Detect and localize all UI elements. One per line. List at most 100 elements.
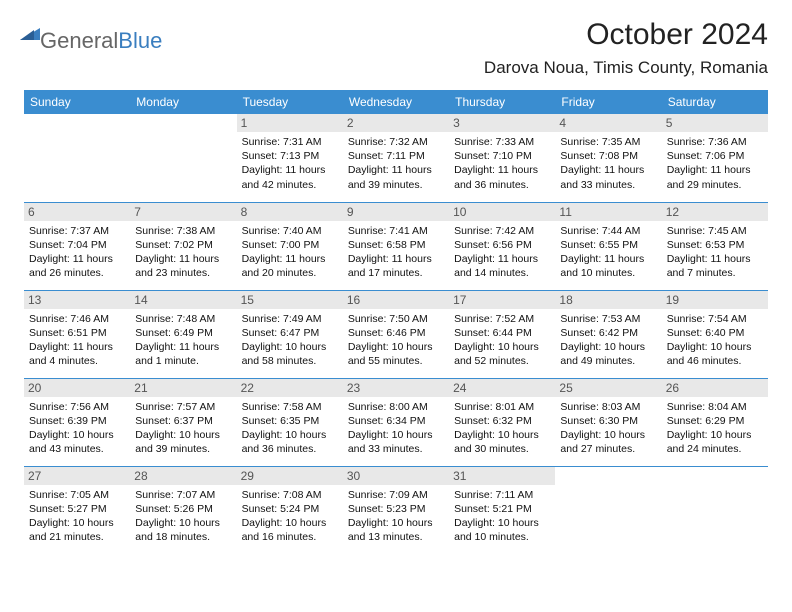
day-details: Sunrise: 7:07 AMSunset: 5:26 PMDaylight:… <box>135 488 231 545</box>
calendar-day: 17Sunrise: 7:52 AMSunset: 6:44 PMDayligh… <box>449 290 555 378</box>
calendar-day: 6 Sunrise: 7:37 AMSunset: 7:04 PMDaylight… <box>24 202 130 290</box>
calendar-day-empty <box>555 466 661 554</box>
calendar-day: 25Sunrise: 8:03 AMSunset: 6:30 PMDayligh… <box>555 378 661 466</box>
day-number: 1 <box>237 114 343 132</box>
calendar-week: 1 Sunrise: 7:31 AMSunset: 7:13 PMDaylight… <box>24 114 768 202</box>
day-number: 31 <box>449 467 555 485</box>
calendar-day: 20 Sunrise: 7:56 AMSunset: 6:39 PMDayligh… <box>24 378 130 466</box>
day-details: Sunrise: 7:45 AMSunset: 6:53 PMDaylight:… <box>667 224 763 281</box>
day-header: Friday <box>555 90 661 114</box>
day-number: 26 <box>662 379 768 397</box>
day-details: Sunrise: 8:03 AMSunset: 6:30 PMDaylight:… <box>560 400 656 457</box>
day-number: 28 <box>130 467 236 485</box>
day-details: Sunrise: 7:50 AMSunset: 6:46 PMDaylight:… <box>348 312 444 369</box>
day-number: 4 <box>555 114 661 132</box>
day-details: Sunrise: 7:54 AMSunset: 6:40 PMDaylight:… <box>667 312 763 369</box>
logo-text: GeneralBlue <box>40 28 162 54</box>
day-details: Sunrise: 7:36 AMSunset: 7:06 PMDaylight:… <box>667 135 763 192</box>
day-details: Sunrise: 7:31 AMSunset: 7:13 PMDaylight:… <box>242 135 338 192</box>
calendar-day: 19Sunrise: 7:54 AMSunset: 6:40 PMDayligh… <box>662 290 768 378</box>
calendar-day: 15 Sunrise: 7:49 AMSunset: 6:47 PMDayligh… <box>237 290 343 378</box>
calendar-day: 31 Sunrise: 7:11 AMSunset: 5:21 PMDayligh… <box>449 466 555 554</box>
calendar-day: 11 Sunrise: 7:44 AMSunset: 6:55 PMDayligh… <box>555 202 661 290</box>
day-number: 3 <box>449 114 555 132</box>
day-details: Sunrise: 7:56 AMSunset: 6:39 PMDaylight:… <box>29 400 125 457</box>
day-details: Sunrise: 7:37 AMSunset: 7:04 PMDaylight:… <box>29 224 125 281</box>
day-number: 29 <box>237 467 343 485</box>
day-number: 11 <box>555 203 661 221</box>
day-number: 6 <box>24 203 130 221</box>
day-details: Sunrise: 8:04 AMSunset: 6:29 PMDaylight:… <box>667 400 763 457</box>
day-number: 22 <box>237 379 343 397</box>
location: Darova Noua, Timis County, Romania <box>484 58 768 78</box>
day-number: 20 <box>24 379 130 397</box>
day-details: Sunrise: 7:32 AMSunset: 7:11 PMDaylight:… <box>348 135 444 192</box>
day-details: Sunrise: 7:33 AMSunset: 7:10 PMDaylight:… <box>454 135 550 192</box>
calendar-day: 16 Sunrise: 7:50 AMSunset: 6:46 PMDayligh… <box>343 290 449 378</box>
calendar-day: 7Sunrise: 7:38 AMSunset: 7:02 PMDaylight… <box>130 202 236 290</box>
calendar-day-empty <box>662 466 768 554</box>
day-header: Wednesday <box>343 90 449 114</box>
day-details: Sunrise: 7:38 AMSunset: 7:02 PMDaylight:… <box>135 224 231 281</box>
calendar-day: 21 Sunrise: 7:57 AMSunset: 6:37 PMDayligh… <box>130 378 236 466</box>
day-details: Sunrise: 7:44 AMSunset: 6:55 PMDaylight:… <box>560 224 656 281</box>
logo-text-general: General <box>40 28 118 53</box>
calendar-week: 6 Sunrise: 7:37 AMSunset: 7:04 PMDaylight… <box>24 202 768 290</box>
day-number: 18 <box>555 291 661 309</box>
day-details: Sunrise: 7:48 AMSunset: 6:49 PMDaylight:… <box>135 312 231 369</box>
calendar-week: 20 Sunrise: 7:56 AMSunset: 6:39 PMDayligh… <box>24 378 768 466</box>
day-details: Sunrise: 7:35 AMSunset: 7:08 PMDaylight:… <box>560 135 656 192</box>
day-number: 24 <box>449 379 555 397</box>
day-details: Sunrise: 7:08 AMSunset: 5:24 PMDaylight:… <box>242 488 338 545</box>
calendar-day: 14 Sunrise: 7:48 AMSunset: 6:49 PMDayligh… <box>130 290 236 378</box>
calendar-day: 10 Sunrise: 7:42 AMSunset: 6:56 PMDayligh… <box>449 202 555 290</box>
day-details: Sunrise: 7:11 AMSunset: 5:21 PMDaylight:… <box>454 488 550 545</box>
day-number: 12 <box>662 203 768 221</box>
calendar-week: 13Sunrise: 7:46 AMSunset: 6:51 PMDayligh… <box>24 290 768 378</box>
day-number: 27 <box>24 467 130 485</box>
day-number: 21 <box>130 379 236 397</box>
day-details: Sunrise: 7:42 AMSunset: 6:56 PMDaylight:… <box>454 224 550 281</box>
day-details: Sunrise: 7:57 AMSunset: 6:37 PMDaylight:… <box>135 400 231 457</box>
day-details: Sunrise: 7:09 AMSunset: 5:23 PMDaylight:… <box>348 488 444 545</box>
day-number: 5 <box>662 114 768 132</box>
day-header: Thursday <box>449 90 555 114</box>
calendar-day: 23Sunrise: 8:00 AMSunset: 6:34 PMDayligh… <box>343 378 449 466</box>
calendar-day: 8 Sunrise: 7:40 AMSunset: 7:00 PMDaylight… <box>237 202 343 290</box>
day-number: 9 <box>343 203 449 221</box>
day-details: Sunrise: 7:53 AMSunset: 6:42 PMDaylight:… <box>560 312 656 369</box>
calendar-day: 5 Sunrise: 7:36 AMSunset: 7:06 PMDaylight… <box>662 114 768 202</box>
page-header: GeneralBlue October 2024 Darova Noua, Ti… <box>24 18 768 86</box>
calendar-body: 1 Sunrise: 7:31 AMSunset: 7:13 PMDaylight… <box>24 114 768 554</box>
calendar-head: SundayMondayTuesdayWednesdayThursdayFrid… <box>24 90 768 114</box>
day-number: 14 <box>130 291 236 309</box>
day-number: 10 <box>449 203 555 221</box>
logo-icon <box>20 24 40 45</box>
calendar-day-empty <box>130 114 236 202</box>
day-header: Sunday <box>24 90 130 114</box>
calendar-day: 27 Sunrise: 7:05 AMSunset: 5:27 PMDayligh… <box>24 466 130 554</box>
day-number: 23 <box>343 379 449 397</box>
day-header: Tuesday <box>237 90 343 114</box>
day-number: 13 <box>24 291 130 309</box>
calendar-day: 9Sunrise: 7:41 AMSunset: 6:58 PMDaylight… <box>343 202 449 290</box>
calendar-day: 4 Sunrise: 7:35 AMSunset: 7:08 PMDaylight… <box>555 114 661 202</box>
day-header: Saturday <box>662 90 768 114</box>
calendar-day: 26 Sunrise: 8:04 AMSunset: 6:29 PMDayligh… <box>662 378 768 466</box>
calendar-day: 29 Sunrise: 7:08 AMSunset: 5:24 PMDayligh… <box>237 466 343 554</box>
day-number: 15 <box>237 291 343 309</box>
calendar-day: 13Sunrise: 7:46 AMSunset: 6:51 PMDayligh… <box>24 290 130 378</box>
calendar-day: 12 Sunrise: 7:45 AMSunset: 6:53 PMDayligh… <box>662 202 768 290</box>
calendar-day: 24 Sunrise: 8:01 AMSunset: 6:32 PMDayligh… <box>449 378 555 466</box>
day-number: 8 <box>237 203 343 221</box>
calendar-day: 3 Sunrise: 7:33 AMSunset: 7:10 PMDaylight… <box>449 114 555 202</box>
title-block: October 2024 Darova Noua, Timis County, … <box>484 18 768 86</box>
day-details: Sunrise: 7:40 AMSunset: 7:00 PMDaylight:… <box>242 224 338 281</box>
calendar-day-empty <box>24 114 130 202</box>
day-details: Sunrise: 7:05 AMSunset: 5:27 PMDaylight:… <box>29 488 125 545</box>
day-number: 16 <box>343 291 449 309</box>
day-details: Sunrise: 7:49 AMSunset: 6:47 PMDaylight:… <box>242 312 338 369</box>
calendar-week: 27 Sunrise: 7:05 AMSunset: 5:27 PMDayligh… <box>24 466 768 554</box>
calendar-day: 28 Sunrise: 7:07 AMSunset: 5:26 PMDayligh… <box>130 466 236 554</box>
day-details: Sunrise: 8:01 AMSunset: 6:32 PMDaylight:… <box>454 400 550 457</box>
